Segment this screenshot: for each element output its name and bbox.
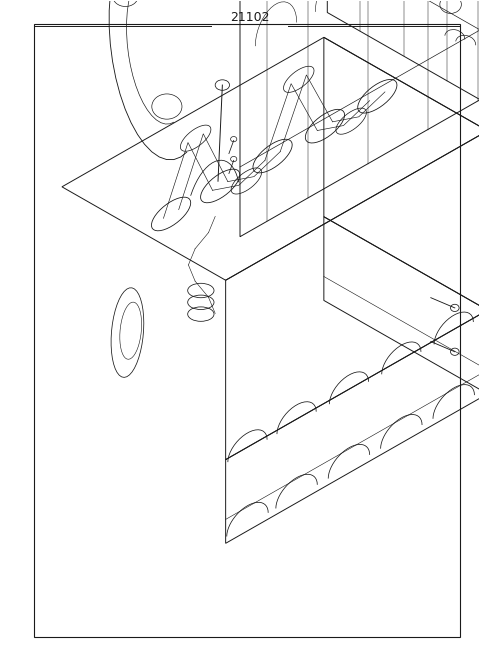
Text: 21102: 21102 xyxy=(230,11,269,24)
Bar xyxy=(34,24,460,637)
